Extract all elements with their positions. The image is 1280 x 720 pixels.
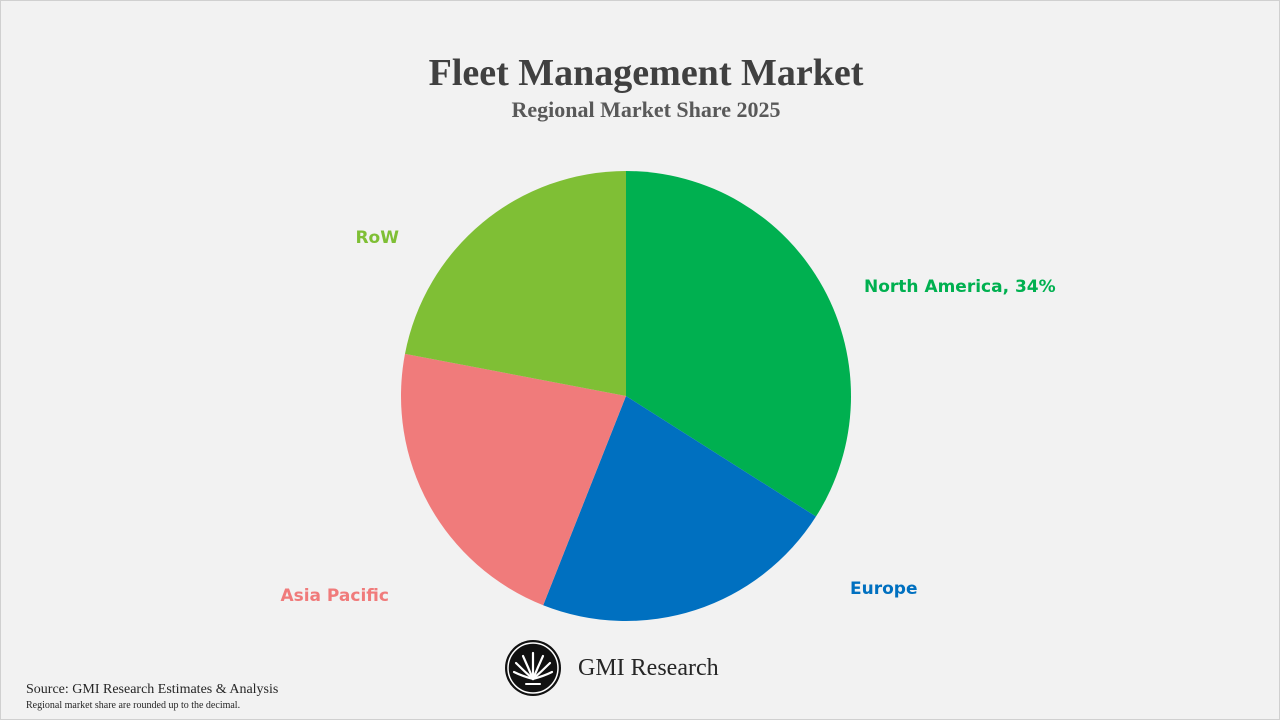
slice-label-north-america: North America, 34% [864, 277, 1056, 297]
chart-subtitle: Regional Market Share 2025 [511, 97, 781, 122]
pie-slice-asia-pacific [401, 353, 626, 606]
pie-slice-row [404, 171, 626, 396]
slice-label-asia-pacific: Asia Pacific [280, 586, 389, 606]
pie-chart: North America, 34% Europe Asia Pacific RoW [280, 171, 1056, 621]
pie-slice-north-america [626, 171, 851, 517]
brand-name: GMI Research [578, 654, 719, 681]
chart-title: Fleet Management Market [428, 52, 864, 94]
rounding-note: Regional market share are rounded up to … [26, 700, 241, 711]
pie-slice-europe [543, 396, 816, 621]
source-note: Source: GMI Research Estimates & Analysi… [26, 682, 279, 697]
slice-label-europe: Europe [850, 579, 917, 599]
fan-palm-logo-icon [505, 640, 561, 696]
brand: GMI Research [504, 639, 719, 697]
slice-label-row: RoW [355, 228, 399, 248]
